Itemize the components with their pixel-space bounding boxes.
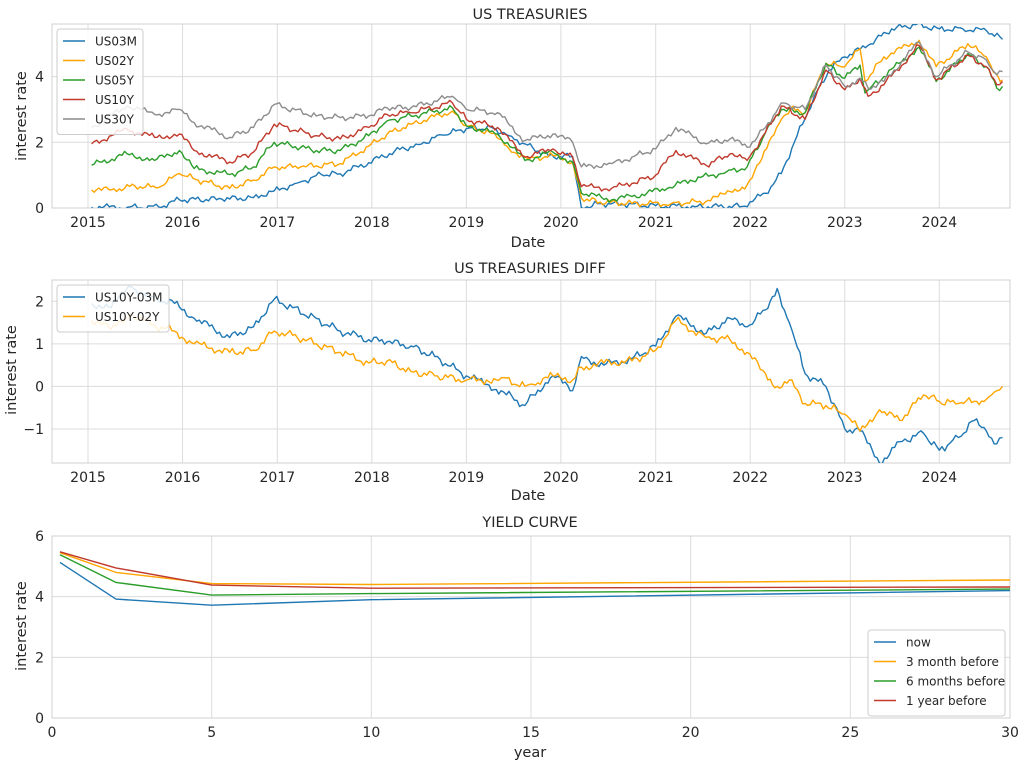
y-tick-label: 2 — [35, 650, 44, 666]
x-tick-label: 2022 — [732, 470, 768, 486]
x-tick-label: 2020 — [543, 470, 579, 486]
series-line-1-year-before — [59, 551, 1010, 589]
x-tick-label: 10 — [362, 725, 380, 741]
chart-title: US TREASURIES — [473, 7, 588, 23]
y-tick-label: 0 — [35, 379, 44, 395]
x-tick-label: 0 — [48, 725, 57, 741]
series-line-us10y-02y — [91, 313, 1004, 432]
x-tick-label: 2021 — [638, 215, 674, 231]
series-line-us10y — [91, 44, 1004, 192]
legend-label: US10Y-03M — [95, 291, 163, 305]
yield-curve-panel: YIELD CURVE year interest rate 0 5 10 15 20 2… — [14, 515, 1019, 761]
us-treasuries-diff-panel: US TREASURIES DIFF Date interest rate 20… — [4, 261, 1011, 504]
x-tick-label: 2015 — [70, 470, 106, 486]
us-treasuries-panel: US TREASURIES Date interest rate 2015 201… — [14, 7, 1011, 251]
x-tick-label: 25 — [841, 725, 859, 741]
legend-label: US10Y — [95, 93, 135, 107]
y-tick-label: −1 — [23, 422, 44, 438]
ticks: 0 5 10 15 20 25 30 0 2 4 6 — [35, 529, 1019, 741]
x-tick-label: 2023 — [827, 215, 863, 231]
chart-title: YIELD CURVE — [481, 515, 577, 531]
series-line-3-month-before — [59, 552, 1010, 586]
series-line-us05y — [91, 46, 1004, 203]
x-tick-label: 2016 — [165, 470, 201, 486]
chart-title: US TREASURIES DIFF — [454, 261, 606, 277]
x-axis-label: year — [514, 745, 546, 761]
legend: now 3 month before 6 months before 1 year b… — [867, 629, 1006, 717]
y-tick-label: 6 — [35, 529, 44, 545]
legend-label: 3 month before — [906, 655, 999, 669]
y-tick-label: 2 — [35, 294, 44, 310]
x-tick-label: 30 — [1001, 725, 1019, 741]
x-tick-label: 20 — [682, 725, 700, 741]
grid — [52, 280, 1010, 463]
y-tick-label: 2 — [35, 135, 44, 151]
legend-label: US02Y — [95, 54, 135, 68]
series-lines — [91, 24, 1004, 208]
series-line-now — [59, 561, 1010, 606]
legend-label: US05Y — [95, 74, 135, 88]
x-tick-label: 2024 — [921, 215, 957, 231]
ticks: 2015 2016 2017 2018 2019 2020 2021 2022 2023 2024… — [23, 294, 957, 486]
x-tick-label: 2020 — [543, 215, 579, 231]
x-tick-label: 5 — [207, 725, 216, 741]
x-tick-label: 2017 — [260, 215, 296, 231]
legend: US10Y-03M US10Y-02Y — [56, 284, 170, 333]
x-axis-label: Date — [511, 488, 546, 504]
legend-label: US03M — [95, 35, 137, 49]
x-tick-label: 2016 — [165, 215, 201, 231]
ticks: 2015 2016 2017 2018 2019 2020 2021 2022 2023 2024… — [35, 70, 957, 231]
legend-label: US30Y — [95, 113, 135, 127]
x-tick-label: 2015 — [70, 215, 106, 231]
x-tick-label: 2019 — [449, 470, 485, 486]
series-line-6-months-before — [59, 554, 1010, 596]
legend-frame — [867, 629, 1006, 717]
axes-frame — [51, 279, 1011, 464]
x-tick-label: 2021 — [638, 470, 674, 486]
x-axis-label: Date — [511, 235, 546, 251]
series-line-us10y-03m — [91, 285, 1003, 463]
series-line-us03m — [91, 24, 1004, 208]
y-tick-label: 4 — [35, 70, 44, 86]
legend-label: US10Y-02Y — [95, 310, 160, 324]
legend-label: now — [906, 636, 931, 650]
y-axis-label: interest rate — [4, 325, 20, 415]
x-tick-label: 2024 — [921, 470, 957, 486]
axes-frame — [51, 535, 1011, 719]
y-tick-label: 0 — [35, 711, 44, 727]
legend-label: 6 months before — [906, 675, 1005, 689]
grid — [51, 535, 1011, 719]
legend: US03M US02Y US05Y US10Y US30Y — [56, 28, 144, 135]
y-tick-label: 0 — [35, 201, 44, 217]
legend-frame — [56, 28, 144, 135]
x-tick-label: 2022 — [732, 215, 768, 231]
x-tick-label: 2019 — [449, 215, 485, 231]
legend-label: 1 year before — [906, 694, 987, 708]
series-line-us30y — [91, 41, 1003, 169]
y-tick-label: 4 — [35, 590, 44, 606]
series-lines — [91, 285, 1004, 463]
y-axis-label: interest rate — [14, 71, 30, 161]
x-tick-label: 2018 — [354, 215, 390, 231]
x-tick-label: 2017 — [260, 470, 296, 486]
series-lines — [59, 551, 1010, 606]
axes-frame — [51, 23, 1011, 209]
x-tick-label: 2018 — [354, 470, 390, 486]
grid — [52, 24, 1010, 209]
x-tick-label: 15 — [522, 725, 540, 741]
y-tick-label: 1 — [35, 337, 44, 353]
x-tick-label: 2023 — [827, 470, 863, 486]
y-axis-label: interest rate — [14, 581, 30, 671]
series-line-us02y — [91, 39, 1003, 208]
